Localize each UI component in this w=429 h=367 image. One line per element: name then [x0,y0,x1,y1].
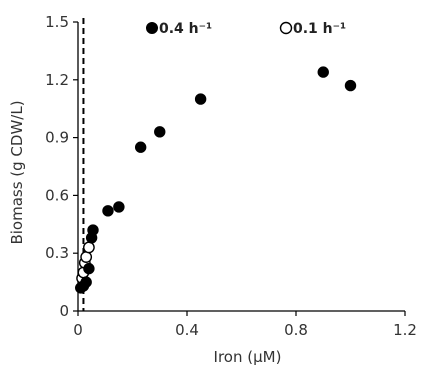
legend: 0.4 h⁻¹ 0.1 h⁻¹ [146,21,346,37]
x-tick-label: 0.8 [284,321,308,339]
legend-marker-filled [146,22,158,34]
data-point-open [80,251,93,263]
legend-marker-open [279,21,293,35]
data-point-filled [317,66,329,78]
y-tick-label: 0.6 [45,186,69,204]
y-tick-label: 0 [59,302,69,320]
data-point-filled [83,262,95,275]
x-tick-label: 0.4 [175,321,199,339]
legend-label: 0.4 h⁻¹ [159,21,212,37]
data-point-filled [102,205,114,217]
data-point-filled [87,224,99,236]
data-point-filled [134,141,147,153]
y-tick-label: 1.5 [45,13,69,31]
data-point-filled [80,276,92,288]
points-layer [75,66,357,294]
y-tick-label: 0.3 [45,244,69,262]
data-point-filled [344,79,357,92]
legend-label: 0.1 h⁻¹ [293,21,346,37]
y-tick-label: 1.2 [45,71,69,89]
data-point-filled [113,201,125,213]
data-point-filled [154,126,166,138]
y-tick-label: 0.9 [45,129,69,147]
data-point-open [83,241,95,254]
y-axis-title: Biomass (g CDW/L) [8,100,26,244]
axes-layer: 0 0.3 0.6 0.9 1.2 1.5 0 0.4 0.8 1.2 [45,13,417,339]
x-tick-label: 1.2 [393,321,417,339]
x-axis-title: Iron (μM) [214,348,282,366]
x-tick-label: 0 [73,321,83,339]
data-point-filled [194,93,207,105]
